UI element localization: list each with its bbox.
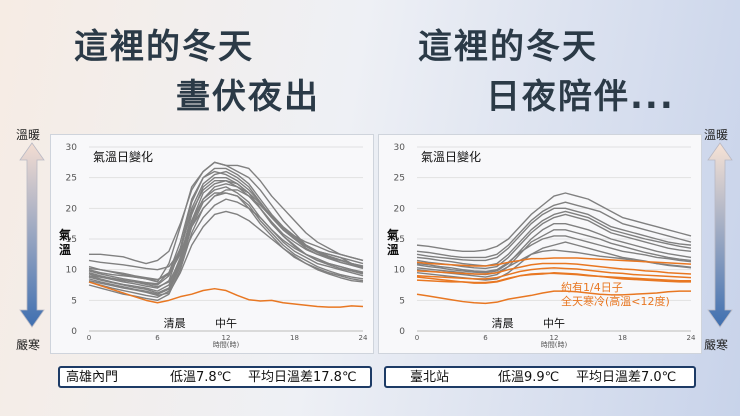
chart-panel-right: 0 5 10 15 20 25 30 0 6 12 18 24 時間(時) 氣溫 氣溫日變化清晨 中午 約有1/… (378, 134, 702, 354)
y-tick-label: 20 (394, 204, 406, 214)
time-annotation: 清晨 (164, 317, 186, 330)
gray-series-line (88, 198, 364, 288)
gray-series-line (416, 210, 692, 267)
warm-label-left: 溫暖 (16, 128, 41, 142)
y-tick-label: 20 (66, 204, 78, 214)
time-annotation: 中午 (215, 317, 237, 330)
x-tick-label: 0 (415, 334, 419, 342)
cold-day-note: 全天寒冷(高溫<12度) (561, 294, 670, 308)
time-annotation: 中午 (543, 317, 565, 330)
y-axis-label: 溫 (59, 243, 71, 257)
y-tick-label: 0 (71, 327, 77, 337)
x-tick-label: 24 (687, 334, 696, 342)
highlight-series-line (416, 257, 692, 267)
y-tick-label: 5 (71, 296, 77, 306)
x-tick-label: 18 (290, 334, 299, 342)
gray-series-line (416, 207, 692, 262)
highlight-series-line (88, 281, 364, 308)
double-arrow-icon-right (707, 142, 733, 328)
time-annotation: 清晨 (492, 317, 514, 330)
headline-right-line1: 這裡的冬天 (418, 27, 598, 67)
gray-series-line (416, 229, 692, 278)
y-axis-label: 溫 (387, 243, 399, 257)
gray-series-line (416, 192, 692, 252)
y-tick-label: 25 (394, 174, 405, 184)
gray-series-line (88, 180, 364, 281)
y-tick-label: 30 (66, 143, 78, 153)
gray-series-line (416, 201, 692, 259)
cold-day-note: 約有1/4日子 (561, 280, 623, 294)
gray-series-line (88, 170, 364, 285)
chart-panel-left: 0 5 10 15 20 25 30 0 6 12 18 24 時間(時) 氣溫 氣溫日變化清晨 中午 (50, 134, 374, 354)
cold-label-right: 嚴寒 (704, 338, 729, 352)
gray-series-line (88, 210, 364, 297)
y-tick-label: 30 (394, 143, 406, 153)
highlight-series-line (416, 290, 691, 305)
headline-left-line2: 晝伏夜出 (176, 77, 320, 117)
x-tick-label: 0 (87, 334, 91, 342)
gray-series-line (88, 189, 364, 271)
gray-series-line (416, 222, 692, 274)
caption-low-right: 低溫9.9℃ (498, 370, 560, 385)
y-tick-label: 25 (66, 174, 77, 184)
y-axis-label: 氣 (59, 227, 71, 242)
x-tick-label: 12 (550, 334, 559, 342)
y-tick-label: 10 (66, 266, 78, 276)
highlight-series-line (416, 262, 692, 275)
gray-series-line (88, 183, 364, 281)
caption-diff-left: 平均日溫差17.8℃ (248, 370, 357, 385)
x-tick-label: 18 (618, 334, 627, 342)
gray-series-line (88, 192, 364, 302)
x-axis-label: 時間(時) (213, 341, 240, 349)
highlight-series-line (416, 271, 691, 284)
highlight-series-line (416, 267, 692, 280)
caption-station-left: 高雄內門 (66, 370, 119, 385)
headline-right-line2: 日夜陪伴... (486, 77, 675, 117)
caption-diff-right: 平均日溫差7.0℃ (576, 370, 677, 385)
gray-series-line (416, 213, 692, 270)
x-tick-label: 6 (483, 334, 488, 342)
x-tick-label: 24 (359, 334, 368, 342)
gray-series-line (416, 235, 692, 273)
x-tick-label: 12 (222, 334, 231, 342)
warm-label-right: 溫暖 (704, 128, 729, 142)
headline-left-line1: 這裡的冬天 (74, 27, 254, 67)
y-tick-label: 5 (399, 296, 405, 306)
chart-title: 氣溫日變化 (93, 149, 153, 164)
cold-label-left: 嚴寒 (16, 338, 41, 352)
gray-series-line (88, 186, 364, 295)
y-tick-label: 10 (394, 266, 406, 276)
caption-box-right: 臺北站 低溫9.9℃ 平均日溫差7.0℃ (384, 366, 696, 388)
x-axis-label: 時間(時) (541, 341, 568, 349)
double-arrow-icon-left (19, 142, 45, 328)
x-tick-label: 6 (155, 334, 160, 342)
caption-station-right: 臺北站 (410, 370, 450, 385)
y-tick-label: 0 (399, 327, 405, 337)
chart-title: 氣溫日變化 (421, 149, 481, 164)
caption-box-left: 高雄內門 低溫7.8℃ 平均日溫差17.8℃ (58, 366, 372, 388)
y-tick-label: 15 (66, 235, 77, 245)
caption-low-left: 低溫7.8℃ (170, 370, 232, 385)
y-tick-label: 15 (394, 235, 405, 245)
y-axis-label: 氣 (387, 227, 399, 242)
